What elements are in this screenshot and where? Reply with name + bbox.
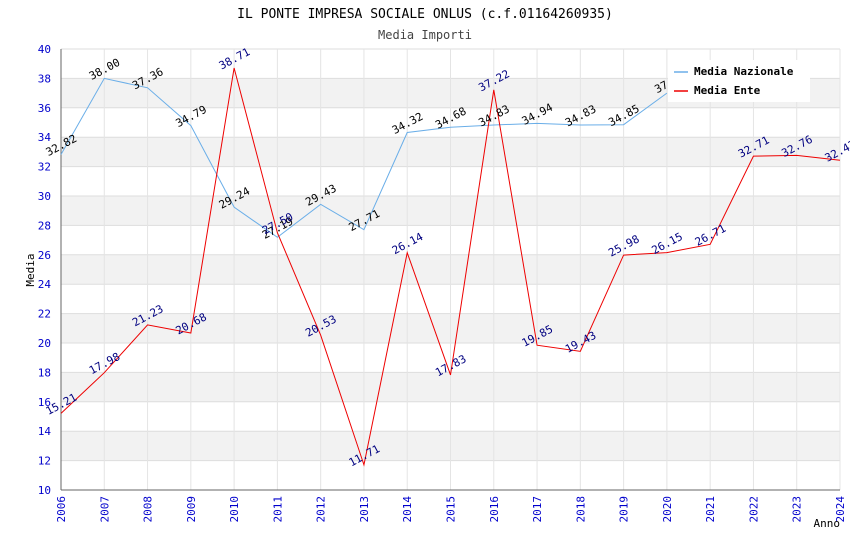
x-tick-label: 2018	[574, 496, 587, 523]
series-line-media-nazionale	[60, 77, 668, 238]
y-tick-label: 36	[38, 102, 51, 115]
y-tick-label: 14	[38, 425, 52, 438]
x-tick-label: 2012	[315, 496, 328, 523]
x-tick-label: 2009	[185, 496, 198, 523]
x-tick-label: 2014	[401, 496, 414, 523]
x-tick-label: 2016	[488, 496, 501, 523]
y-tick-label: 16	[38, 396, 51, 409]
y-tick-label: 20	[38, 337, 51, 350]
y-tick-label: 32	[38, 161, 51, 174]
x-tick-label: 2006	[55, 496, 68, 523]
y-tick-label: 18	[38, 366, 51, 379]
legend-box	[668, 60, 810, 102]
y-tick-label: 22	[38, 308, 51, 321]
series-lines	[60, 67, 841, 467]
y-tick-label: 28	[38, 219, 51, 232]
x-tick-label: 2023	[791, 496, 804, 523]
y-tick-label: 34	[38, 131, 52, 144]
series-line-media-ente	[60, 67, 841, 467]
y-tick-label: 38	[38, 72, 51, 85]
x-tick-label: 2013	[358, 496, 371, 523]
chart-title: IL PONTE IMPRESA SOCIALE ONLUS (c.f.0116…	[237, 7, 613, 22]
y-tick-label: 10	[38, 484, 51, 497]
x-tick-label: 2007	[98, 496, 111, 523]
y-axis-ticks: 10 12 14 16 18 20 22 24 26 28 30 32 34 36 38 40	[38, 43, 52, 497]
x-tick-label: 2024	[834, 496, 847, 523]
y-tick-label: 24	[38, 278, 52, 291]
x-tick-label: 2017	[531, 496, 544, 523]
y-axis-title: Media	[24, 253, 37, 286]
legend: Media Nazionale Media Ente	[668, 60, 810, 102]
x-tick-label: 2020	[661, 496, 674, 523]
y-tick-label: 12	[38, 455, 51, 468]
legend-label-nazionale: Media Nazionale	[694, 65, 794, 78]
x-tick-label: 2011	[271, 496, 284, 523]
legend-label-ente: Media Ente	[694, 84, 761, 97]
x-tick-label: 2008	[142, 496, 155, 523]
x-tick-label: 2019	[618, 496, 631, 523]
x-tick-label: 2010	[228, 496, 241, 523]
x-tick-label: 2022	[747, 496, 760, 523]
x-tick-label: 2021	[704, 496, 717, 523]
chart-subtitle: Media Importi	[378, 28, 472, 42]
y-tick-label: 40	[38, 43, 51, 56]
x-axis-title: Anno	[814, 517, 841, 530]
y-tick-label: 30	[38, 190, 51, 203]
x-tick-label: 2015	[445, 496, 458, 523]
x-axis-ticks: 2006 2007 2008 2009 2010 2011 2012 2013 2014 2015…	[55, 496, 847, 523]
y-tick-label: 26	[38, 249, 51, 262]
